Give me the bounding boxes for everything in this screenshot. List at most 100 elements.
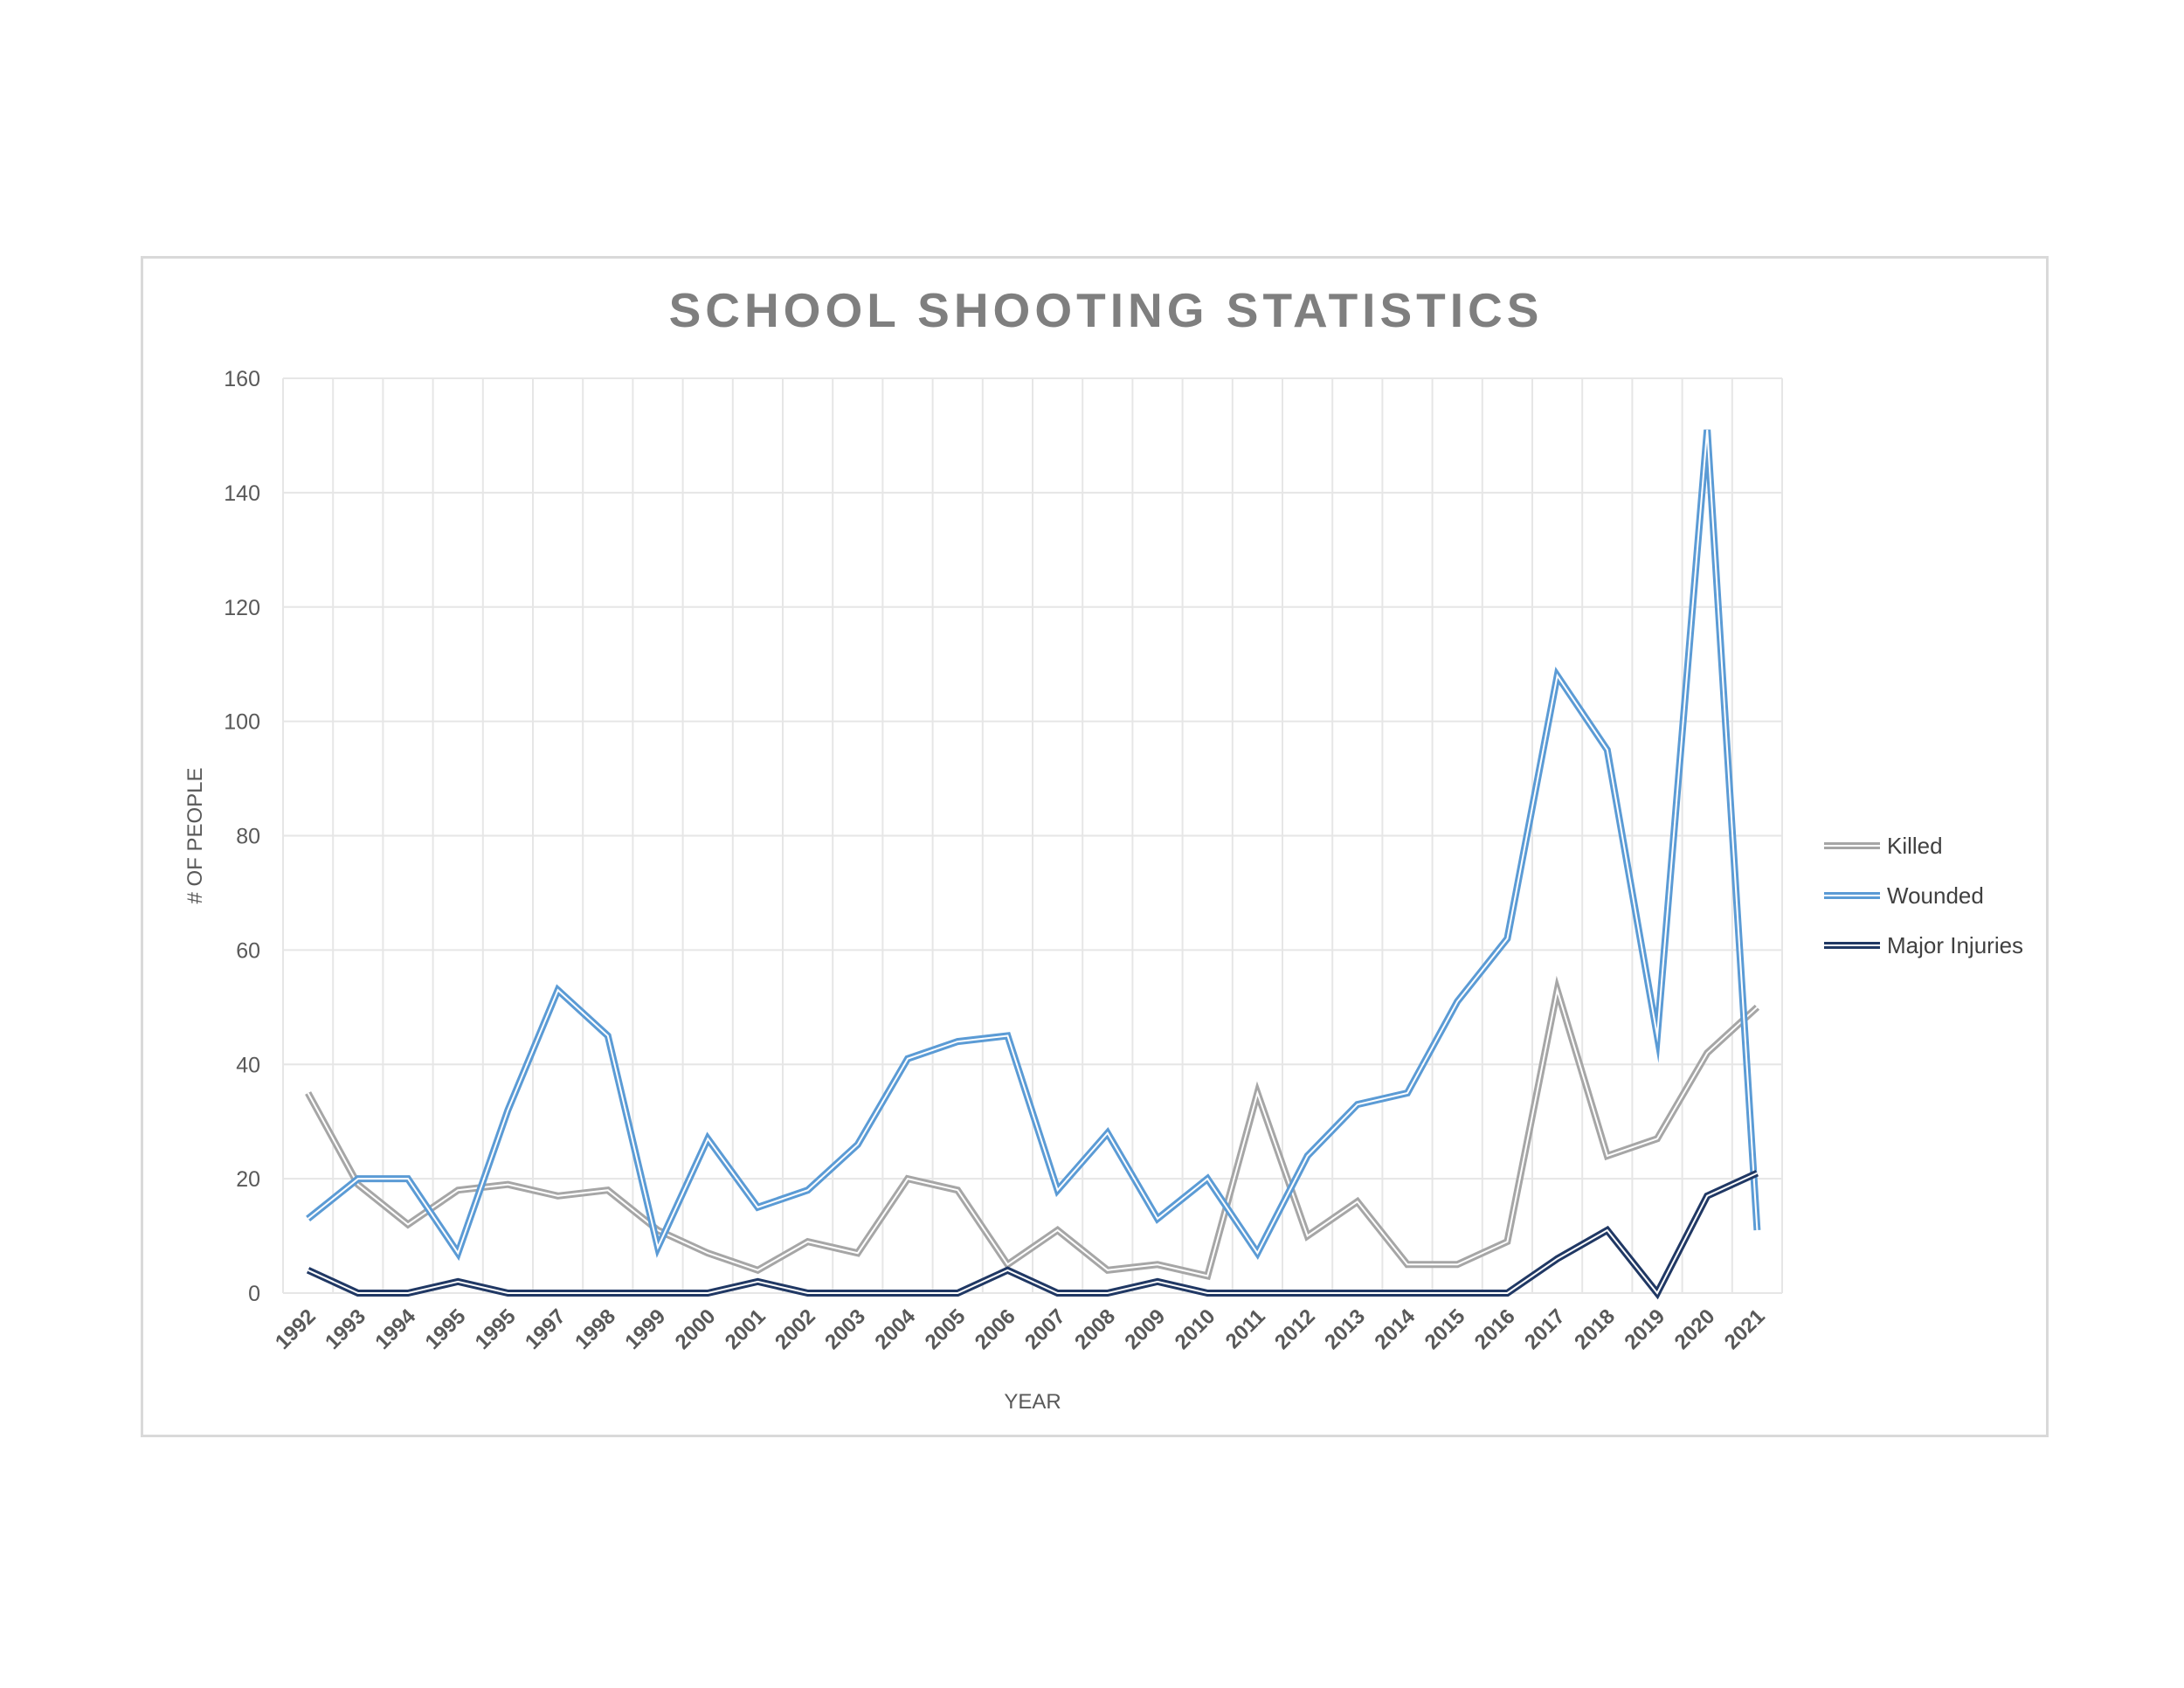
x-tick-label: 2014 (1370, 1304, 1420, 1354)
data-point (507, 1110, 508, 1111)
x-tick-label: 1995 (471, 1304, 521, 1354)
x-tick-label: 1999 (620, 1304, 670, 1354)
x-tick-label: 2006 (971, 1304, 1020, 1354)
data-point (957, 1189, 958, 1191)
x-tick-label: 2011 (1221, 1304, 1270, 1353)
y-tick-label: 160 (224, 367, 260, 391)
data-point (1307, 1155, 1309, 1157)
x-tick-label: 2008 (1070, 1304, 1120, 1354)
data-point (1157, 1218, 1158, 1220)
data-point (1357, 1292, 1358, 1294)
y-tick-label: 0 (248, 1282, 260, 1306)
data-point (1607, 749, 1608, 751)
data-point (457, 1189, 459, 1191)
data-point (757, 1207, 758, 1208)
data-point (507, 1184, 508, 1186)
x-tick-label: 2002 (771, 1304, 820, 1354)
data-point (407, 1223, 409, 1225)
data-point (1206, 1178, 1208, 1180)
y-tick-label: 20 (236, 1167, 260, 1192)
data-point (1006, 1035, 1008, 1037)
data-point (1057, 1189, 1059, 1191)
legend-label: Major Injuries (1887, 932, 2023, 958)
data-point (1357, 1103, 1358, 1105)
x-axis-ticks: 1992 1993 1994 1995 1995 1997 1998 1999 2000 2001… (271, 1304, 1770, 1354)
data-point (308, 1269, 309, 1271)
data-point (308, 1218, 309, 1220)
data-point (557, 1195, 559, 1197)
x-tick-label: 2018 (1570, 1304, 1620, 1354)
series-line-highlight (307, 986, 1759, 1277)
x-tick-label: 2020 (1670, 1304, 1720, 1354)
y-tick-label: 40 (236, 1053, 260, 1077)
data-point (1256, 1092, 1258, 1094)
data-point (1656, 1035, 1658, 1037)
legend-label: Wounded (1887, 882, 1984, 909)
data-point (1157, 1263, 1158, 1265)
data-point (557, 1292, 559, 1294)
data-point (357, 1184, 359, 1186)
x-tick-label: 1993 (321, 1304, 370, 1354)
x-tick-label: 2013 (1320, 1304, 1370, 1354)
data-point (457, 1252, 459, 1254)
data-point (1107, 1132, 1109, 1134)
data-point (757, 1269, 758, 1271)
data-point (1006, 1269, 1008, 1271)
data-point (757, 1281, 758, 1283)
y-tick-label: 100 (224, 710, 260, 735)
data-point (1107, 1292, 1109, 1294)
data-point (1557, 1258, 1559, 1260)
data-point (1057, 1229, 1059, 1231)
data-point (1406, 1092, 1408, 1094)
legend-item: Major Injuries (1824, 932, 2023, 958)
data-point (1706, 1052, 1708, 1054)
x-tick-label: 2012 (1270, 1304, 1320, 1354)
data-point (1206, 1292, 1208, 1294)
data-point (357, 1178, 359, 1180)
x-tick-label: 2015 (1420, 1304, 1470, 1354)
x-tick-label: 1998 (570, 1304, 620, 1354)
data-point (1456, 1000, 1458, 1002)
data-point (907, 1058, 909, 1060)
line-chart: SCHOOL SHOOTING STATISTICS 0 20 40 60 80 100 1… (183, 283, 2023, 1414)
data-point (557, 989, 559, 991)
legend-item: Killed (1824, 833, 1943, 859)
data-point (707, 1252, 708, 1254)
data-point (1656, 1292, 1658, 1294)
data-point (1506, 1292, 1508, 1294)
data-point (407, 1292, 409, 1294)
data-point (957, 1292, 958, 1294)
data-point (1256, 1292, 1258, 1294)
y-tick-label: 80 (236, 825, 260, 849)
x-tick-label: 2009 (1120, 1304, 1170, 1354)
data-point (1506, 1241, 1508, 1242)
data-point (308, 1092, 309, 1094)
series-line-highlight (307, 429, 1759, 1256)
x-tick-label: 2016 (1470, 1304, 1520, 1354)
data-point (1107, 1269, 1109, 1271)
data-point (607, 1035, 609, 1037)
x-tick-label: 2010 (1171, 1304, 1220, 1354)
legend-item: Wounded (1824, 882, 1984, 909)
x-tick-label: 2007 (1020, 1304, 1070, 1354)
x-tick-label: 1994 (370, 1304, 420, 1354)
data-point (507, 1292, 508, 1294)
data-point (407, 1178, 409, 1180)
data-point (857, 1144, 859, 1145)
legend: Killed Wounded Major Injuries (1824, 833, 2023, 958)
x-tick-label: 2019 (1620, 1304, 1669, 1354)
data-point (1456, 1292, 1458, 1294)
data-point (957, 1041, 958, 1042)
data-point (1607, 1229, 1608, 1231)
data-point (357, 1292, 359, 1294)
data-point (1506, 937, 1508, 939)
data-point (607, 1292, 609, 1294)
data-point (1557, 675, 1559, 676)
y-tick-label: 140 (224, 481, 260, 506)
data-point (1456, 1263, 1458, 1265)
data-point (907, 1178, 909, 1180)
data-point (807, 1189, 809, 1191)
chart-title: SCHOOL SHOOTING STATISTICS (669, 283, 1544, 337)
series-killed (305, 975, 1760, 1281)
data-point (657, 1247, 659, 1249)
